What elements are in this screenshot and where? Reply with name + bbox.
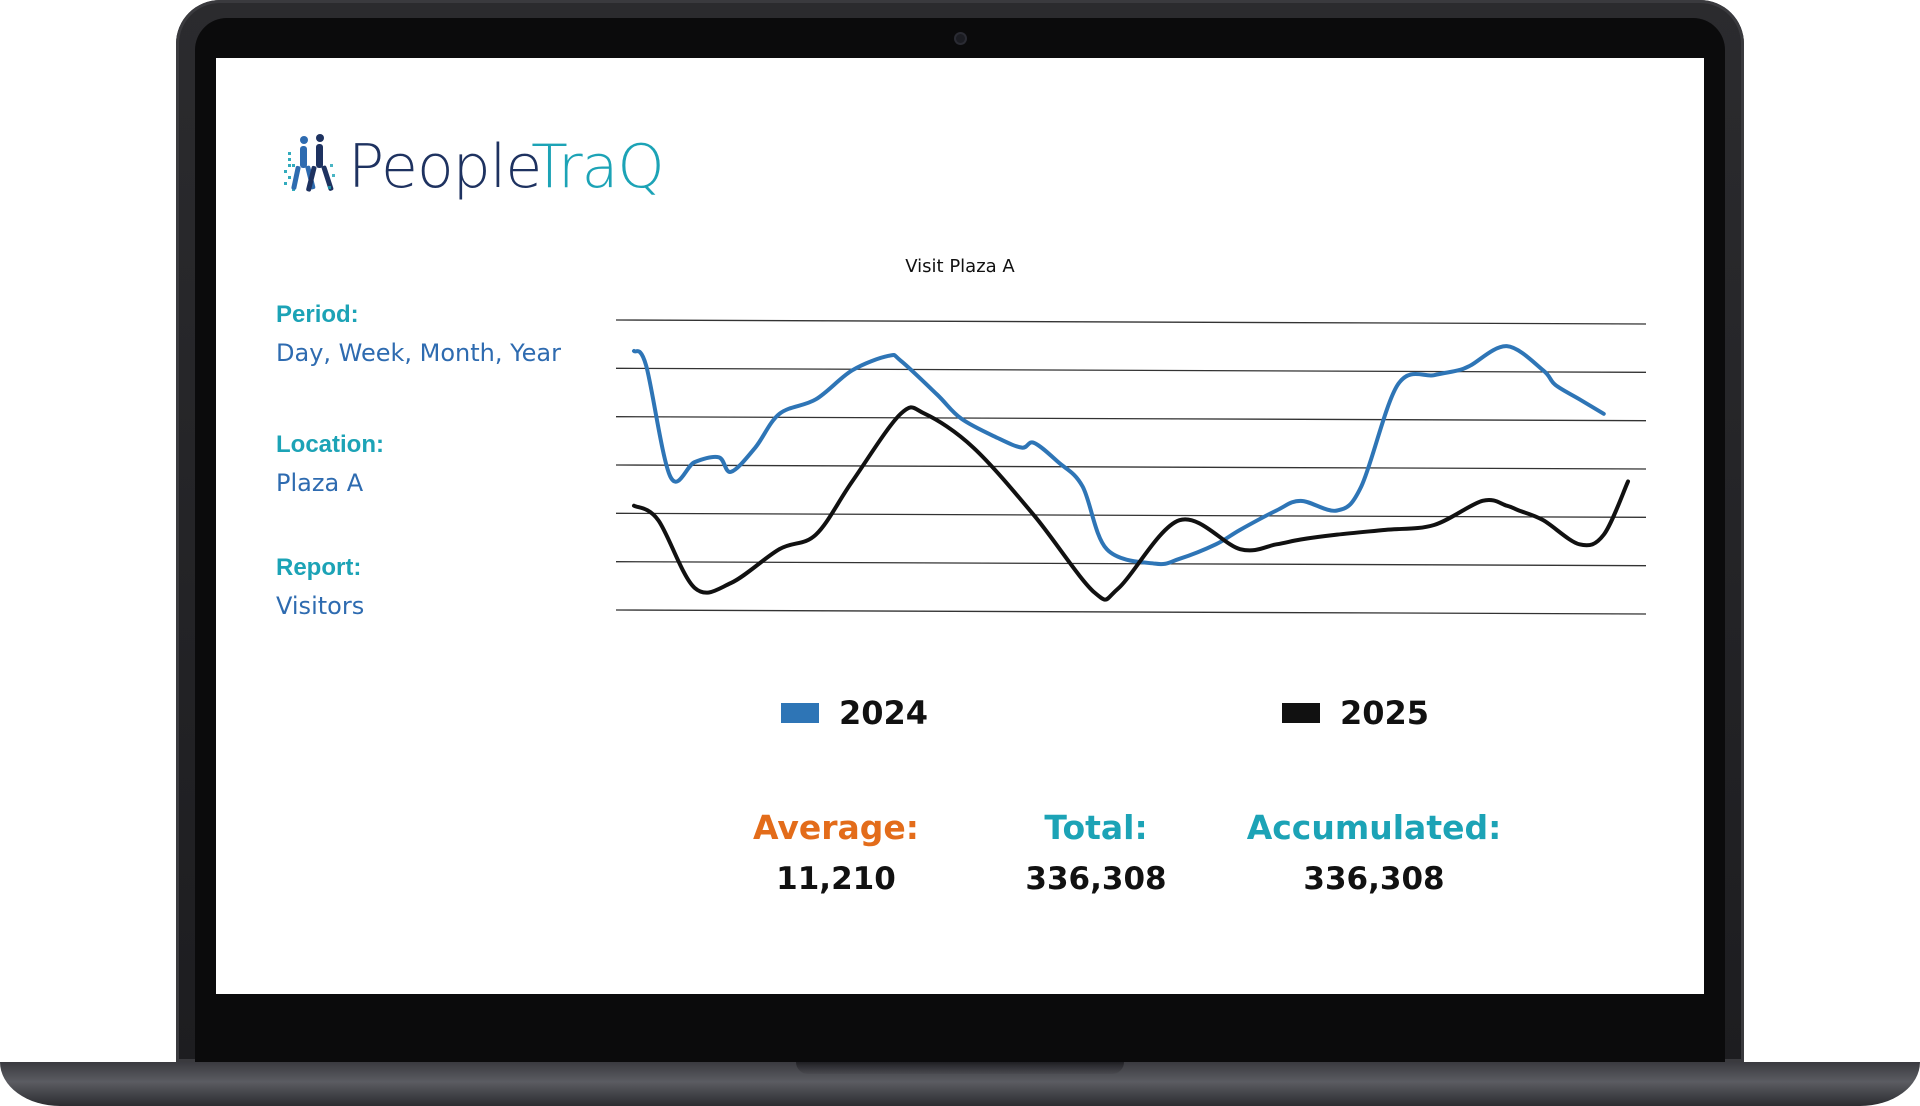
report-value[interactable]: Visitors	[276, 592, 365, 620]
grid-line	[615, 416, 1647, 422]
grid-line	[615, 512, 1647, 518]
average-value: 11,210	[776, 861, 896, 897]
accumulated-label: Accumulated:	[1246, 808, 1502, 847]
total-value: 336,308	[1025, 861, 1167, 897]
grid-line	[615, 561, 1647, 567]
logo-text-people: People	[348, 132, 532, 202]
report-filter[interactable]: Report: Visitors	[276, 554, 364, 620]
grid-line	[615, 609, 1647, 615]
legend-swatch-2024	[781, 703, 819, 723]
accumulated-value: 336,308	[1303, 861, 1445, 897]
camera-icon	[956, 34, 965, 43]
average-label: Average:	[753, 808, 919, 847]
grid-line	[615, 464, 1647, 470]
location-filter[interactable]: Location: Plaza A	[276, 431, 384, 497]
grid-line	[615, 319, 1647, 325]
line-chart	[615, 302, 1647, 632]
stat-total: Total: 336,308	[946, 808, 1246, 897]
period-filter[interactable]: Period: Day, Week, Month, Year	[276, 301, 561, 367]
walking-people-icon	[284, 134, 335, 192]
app-screen: PeopleTraQ Period: Day, Week, Month, Yea…	[216, 58, 1704, 994]
legend-label-2025: 2025	[1340, 694, 1430, 732]
period-value[interactable]: Day, Week, Month, Year	[276, 339, 561, 367]
period-label: Period:	[276, 301, 359, 328]
grid-line	[615, 367, 1647, 373]
app-logo: PeopleTraQ	[282, 134, 665, 200]
stat-average: Average: 11,210	[686, 808, 986, 897]
series-line-2025	[632, 405, 1630, 602]
logo-wordmark: PeopleTraQ	[348, 137, 665, 197]
total-label: Total:	[1044, 808, 1148, 847]
location-label: Location:	[276, 431, 384, 458]
legend-item-2024: 2024	[781, 694, 928, 732]
line-chart-svg	[615, 319, 1647, 615]
legend-item-2025: 2025	[1282, 694, 1429, 732]
logo-text-traq: TraQ	[531, 132, 664, 202]
chart-title: Visit Plaza A	[905, 256, 1015, 277]
report-label: Report:	[276, 554, 362, 581]
legend-label-2024: 2024	[839, 694, 929, 732]
location-value[interactable]: Plaza A	[276, 469, 364, 497]
series-line-2024	[632, 344, 1606, 567]
laptop-chin	[195, 994, 1725, 1062]
laptop-hinge-notch	[796, 1062, 1124, 1074]
stat-accumulated: Accumulated: 336,308	[1224, 808, 1524, 897]
legend-swatch-2025	[1282, 703, 1320, 723]
